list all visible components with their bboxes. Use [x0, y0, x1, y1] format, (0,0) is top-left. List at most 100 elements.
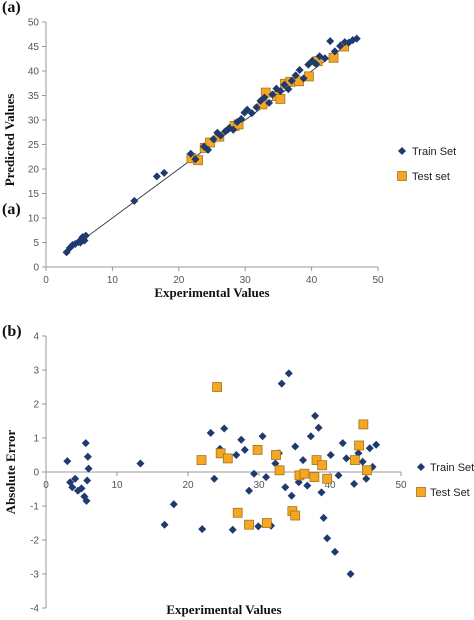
- train-point-a: [265, 98, 274, 107]
- train-point-b: [338, 439, 347, 448]
- train-point-b: [83, 476, 92, 485]
- panel-b-label: (b): [2, 323, 22, 340]
- legend-train-marker-a: [398, 147, 406, 155]
- train-point-b: [160, 520, 169, 529]
- train-point-a: [276, 87, 285, 96]
- train-point-a: [191, 155, 200, 164]
- x-tick-label-b: 20: [182, 480, 194, 491]
- test-point-a: [205, 137, 215, 148]
- train-point-b: [291, 442, 300, 451]
- train-point-b: [71, 474, 80, 483]
- y-tick-label-a: 5: [33, 238, 39, 249]
- x-tick-label-a: 40: [306, 275, 318, 286]
- train-point-a: [320, 54, 329, 63]
- y-tick-label-a: 0: [33, 263, 39, 274]
- train-point-b: [63, 457, 72, 466]
- test-point-b: [309, 472, 320, 483]
- train-point-b: [237, 435, 246, 444]
- test-point-b: [271, 450, 281, 460]
- train-point-b: [83, 452, 92, 461]
- train-point-a: [130, 196, 139, 205]
- train-point-b: [303, 481, 312, 490]
- train-point-b: [358, 457, 367, 466]
- train-point-b: [326, 451, 335, 459]
- train-point-b: [77, 484, 86, 493]
- panel-a: (a) (a) 0 10 20 30 40 5005101520253035404550 …: [2, 0, 456, 300]
- train-point-a: [260, 93, 269, 102]
- x-tick-label-a: 0: [43, 275, 49, 286]
- test-point-b: [349, 455, 360, 466]
- train-point-b: [365, 444, 374, 453]
- axes-a: 0 10 20 30 40 50 0 5 10 15 20 25 30 35 40 45 50: [28, 18, 384, 287]
- train-point-b: [258, 432, 267, 441]
- x-tick-label-a: 20: [173, 275, 185, 286]
- train-point-a: [299, 74, 308, 83]
- train-point-b: [84, 464, 93, 473]
- train-point-a: [160, 168, 169, 177]
- train-point-b: [82, 496, 91, 505]
- train-point-a: [268, 90, 277, 99]
- train-point-a: [291, 71, 300, 80]
- y-tick-label-b: -1: [30, 502, 39, 513]
- train-point-b: [277, 379, 286, 388]
- train-point-a: [76, 238, 85, 247]
- train-point-a: [252, 103, 261, 112]
- train-point-a: [204, 145, 213, 154]
- y-tick-label-b: -3: [30, 570, 39, 581]
- legend-test-label-a: Test set: [412, 171, 450, 183]
- y-axis-label-a: Predicted Values: [2, 94, 17, 187]
- train-point-b: [362, 474, 371, 483]
- train-point-b: [169, 500, 178, 509]
- x-tick-label-a: 50: [372, 275, 384, 286]
- legend-a: Train Set Test set: [397, 146, 456, 183]
- panel-a-label: (a): [2, 0, 21, 16]
- train-point-a: [284, 85, 293, 94]
- y-tick-label-b: -4: [30, 604, 39, 615]
- train-point-b: [198, 525, 207, 534]
- train-point-b: [136, 459, 145, 468]
- x-tick-label-b: 40: [324, 480, 336, 491]
- test-point-a: [275, 94, 286, 104]
- train-point-a: [237, 115, 246, 124]
- y-tick-label-b: 1: [33, 434, 39, 445]
- train-point-a: [209, 135, 218, 144]
- train-point-a: [336, 42, 345, 51]
- train-point-b: [330, 547, 339, 556]
- train-point-b: [220, 424, 229, 433]
- x-tick-label-b: 30: [253, 480, 265, 491]
- train-point-a: [352, 34, 361, 43]
- x-tick-label-a: 10: [107, 275, 119, 286]
- y-axis-label-b: Absolute Error: [3, 429, 18, 514]
- test-point-b: [274, 465, 285, 476]
- y-tick-label-a: 10: [28, 214, 40, 225]
- test-point-b: [196, 455, 207, 466]
- test-point-a: [328, 52, 339, 63]
- train-point-b: [372, 440, 381, 449]
- test-point-b: [232, 507, 243, 518]
- legend-train-label-b: Train Set: [430, 462, 474, 474]
- y-tick-label-a: 45: [28, 42, 40, 53]
- legend-test-marker-b: [416, 487, 426, 497]
- y-tick-label-a: 30: [28, 116, 40, 127]
- test-point-b: [311, 455, 322, 466]
- train-point-b: [250, 469, 259, 478]
- train-point-a: [247, 109, 256, 118]
- x-tick-label-a: 30: [240, 275, 252, 286]
- test-point-b: [252, 444, 263, 455]
- train-point-b: [350, 479, 359, 488]
- test-point-b: [354, 440, 365, 451]
- train-point-a: [186, 149, 195, 158]
- test-point-b: [215, 448, 226, 459]
- y-tick-label-a: 20: [28, 165, 40, 176]
- train-point-a: [280, 80, 289, 89]
- train-point-b: [240, 445, 249, 454]
- train-point-a: [287, 76, 296, 85]
- train-point-b: [342, 454, 351, 463]
- train-point-a: [330, 47, 339, 56]
- train-point-b: [317, 488, 326, 497]
- test-point-b: [212, 382, 223, 392]
- legend-test-marker-a: [397, 171, 407, 181]
- panel-a-label-duplicate: (a): [2, 201, 21, 218]
